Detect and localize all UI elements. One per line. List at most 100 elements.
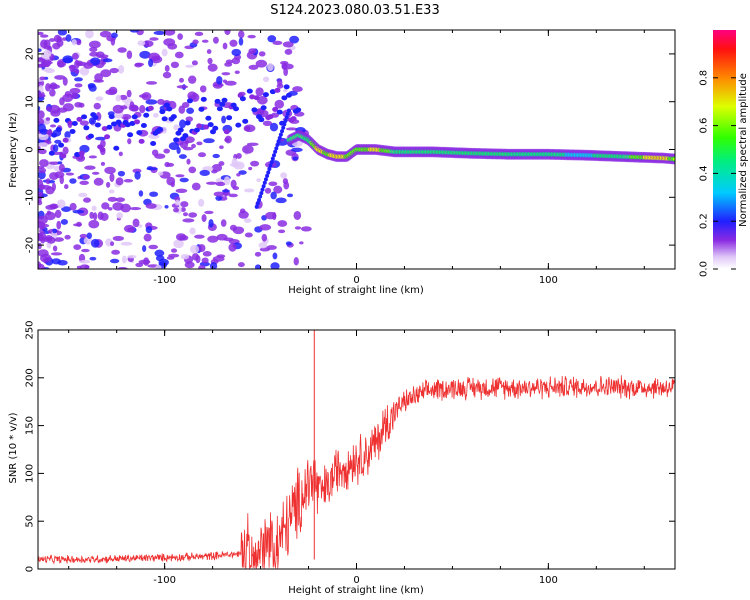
- chirp-blob: [99, 147, 106, 153]
- chirp-blob: [235, 122, 242, 128]
- noise-blob: [266, 245, 277, 250]
- noise-blob: [258, 51, 266, 57]
- noise-blob: [79, 120, 89, 126]
- noise-blob: [62, 146, 69, 155]
- figure-title: S124.2023.080.03.51.E33: [270, 3, 439, 18]
- noise-blob: [95, 136, 107, 141]
- noise-blob: [250, 160, 260, 167]
- noise-blob: [120, 105, 128, 110]
- noise-blob: [284, 48, 293, 55]
- noise-blob: [99, 30, 112, 38]
- noise-blob: [289, 35, 300, 44]
- noise-blob: [180, 253, 190, 260]
- noise-blob: [168, 142, 180, 151]
- noise-blob: [130, 105, 139, 112]
- noise-blob: [88, 84, 97, 92]
- noise-blob: [162, 71, 172, 79]
- noise-blob: [54, 75, 66, 80]
- chirp-blob: [193, 127, 200, 133]
- noise-blob: [222, 79, 228, 84]
- spectrogram-xtick-label: 0: [353, 275, 359, 286]
- snr-ytick-label: 150: [25, 416, 36, 435]
- noise-blob: [49, 89, 56, 97]
- noise-blob: [153, 30, 166, 36]
- noise-blob: [188, 212, 198, 218]
- chirp-blob: [55, 127, 62, 133]
- noise-blob: [248, 48, 257, 55]
- noise-blob: [269, 122, 279, 132]
- noise-blob: [115, 94, 122, 102]
- noise-blob: [88, 155, 97, 159]
- noise-blob: [73, 244, 82, 251]
- chirp-blob: [198, 106, 205, 112]
- noise-blob: [170, 61, 180, 69]
- snr-axes: -100 0 100 0 50 100 150 200 250: [25, 320, 675, 586]
- chirp-blob: [150, 140, 157, 146]
- chirp-blob: [147, 105, 154, 111]
- branch-blob: [266, 170, 271, 175]
- noise-blob: [45, 204, 57, 210]
- noise-blob: [71, 39, 77, 46]
- noise-blob: [201, 39, 209, 43]
- chirp-blob: [92, 114, 99, 120]
- noise-blob: [49, 82, 58, 90]
- noise-blob: [74, 83, 83, 88]
- colorbar-gradient: [713, 30, 736, 269]
- noise-blob: [259, 224, 272, 231]
- noise-blob: [179, 77, 184, 83]
- noise-blob: [278, 229, 286, 234]
- noise-blob: [256, 178, 261, 183]
- noise-blob: [53, 237, 64, 242]
- noise-blob: [51, 182, 56, 191]
- spectrogram-ytick-label: 10: [25, 95, 36, 108]
- noise-blob: [82, 174, 90, 180]
- noise-blob: [115, 177, 124, 186]
- chirp-blob: [127, 132, 134, 138]
- branch-blob: [285, 111, 290, 116]
- noise-blob: [180, 201, 189, 208]
- noise-blob: [192, 39, 199, 45]
- chirp-blob: [221, 97, 228, 103]
- noise-blob: [219, 145, 224, 150]
- branch-blob: [254, 204, 259, 209]
- noise-blob: [38, 105, 41, 111]
- chirp-blob: [104, 134, 111, 140]
- noise-blob: [243, 218, 252, 223]
- noise-blob: [163, 30, 176, 36]
- noise-blob: [57, 161, 63, 165]
- noise-blob: [84, 165, 96, 170]
- branch-blob: [265, 173, 270, 178]
- snr-ytick-label: 250: [25, 320, 36, 339]
- noise-blob: [231, 57, 241, 65]
- noise-blob: [155, 264, 162, 269]
- spectrogram-ytick-label: -20: [25, 237, 36, 253]
- chirp-blob: [129, 120, 136, 126]
- noise-blob: [48, 161, 61, 165]
- noise-blob: [211, 169, 218, 174]
- noise-blob: [149, 191, 159, 197]
- noise-blob: [198, 264, 206, 269]
- noise-blob: [175, 233, 187, 241]
- noise-blob: [101, 202, 110, 210]
- noise-blob: [57, 30, 68, 36]
- snr-series-line: [38, 375, 675, 569]
- noise-blob: [221, 115, 227, 124]
- noise-blob: [207, 57, 213, 65]
- noise-blob: [163, 148, 170, 154]
- noise-blob: [188, 166, 197, 174]
- chirp-blob: [110, 121, 117, 127]
- chirp-blob: [81, 114, 88, 120]
- branch-blob: [259, 191, 264, 196]
- noise-blob: [38, 191, 43, 198]
- noise-blob: [38, 144, 41, 153]
- noise-blob: [209, 262, 218, 269]
- noise-blob: [60, 219, 69, 225]
- noise-blob: [277, 79, 283, 86]
- noise-blob: [134, 171, 141, 180]
- branch-blob: [262, 180, 267, 185]
- noise-blob: [254, 264, 262, 269]
- noise-blob: [198, 198, 205, 207]
- chirp-blob: [134, 119, 141, 125]
- noise-blob: [109, 258, 120, 264]
